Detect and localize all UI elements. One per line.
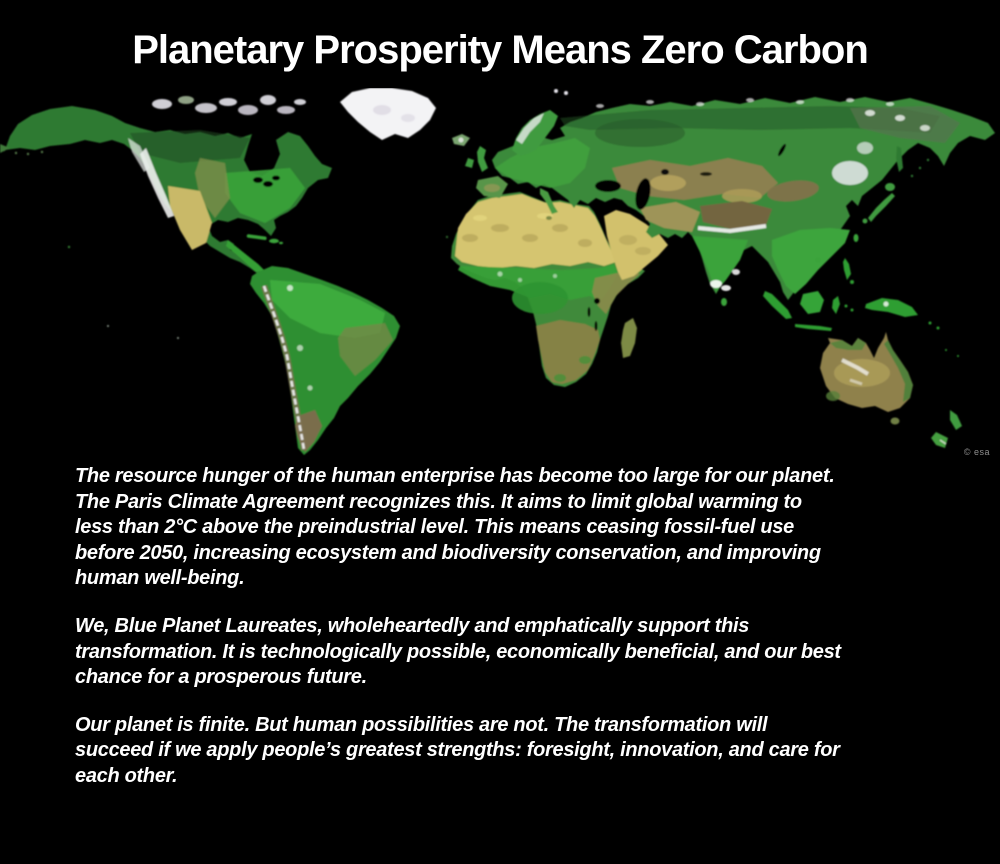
statement-text: The resource hunger of the human enterpr… [75, 464, 965, 812]
map-credit: © esa [963, 447, 990, 457]
statement-paragraph-2: We, Blue Planet Laureates, wholeheartedl… [75, 614, 841, 689]
statement-paragraph-3: Our planet is finite. But human possibil… [75, 713, 840, 787]
landmasses [0, 88, 995, 455]
continent-south-america [250, 266, 400, 455]
continent-north-america [0, 95, 332, 274]
continent-africa [445, 192, 645, 387]
southeast-asia-islands [763, 258, 959, 357]
statement-paragraph-1: The resource hunger of the human enterpr… [75, 465, 835, 590]
continent-eurasia [465, 97, 995, 306]
continent-australia [67, 245, 962, 448]
world-map-svg [0, 88, 1000, 462]
world-satellite-map: © esa [0, 88, 1000, 462]
poster-title: Planetary Prosperity Means Zero Carbon [132, 28, 869, 72]
greenland [340, 88, 568, 146]
arabian-peninsula [604, 210, 668, 280]
